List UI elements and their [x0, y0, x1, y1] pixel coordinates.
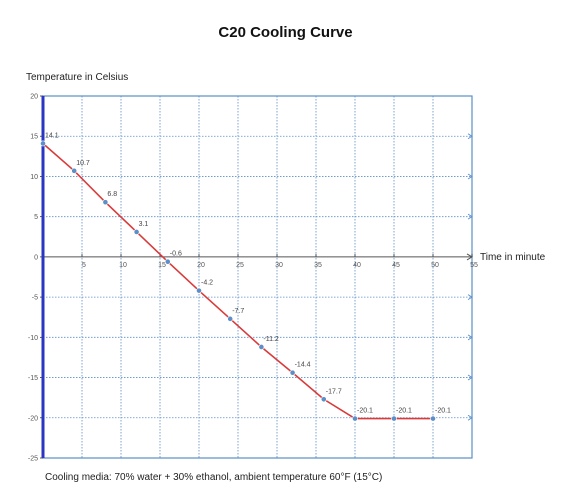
x-tick-label: 20	[197, 262, 205, 269]
x-axis-arrow-icon	[466, 253, 473, 261]
data-label: 10.7	[76, 160, 90, 167]
data-point	[352, 415, 358, 422]
x-tick-label: 25	[236, 262, 244, 269]
data-point	[164, 258, 171, 265]
data-label: -14.4	[295, 362, 311, 369]
chart-title: C20 Cooling Curve	[218, 24, 353, 41]
gridline-arrow-icon	[467, 133, 473, 140]
data-label: -20.1	[396, 408, 412, 415]
gridline-arrow-icon	[467, 213, 473, 220]
data-point	[227, 315, 234, 322]
y-tick-label: -10	[28, 335, 38, 342]
x-tick-label: 45	[392, 262, 400, 269]
data-label: 6.8	[107, 191, 117, 198]
data-label: -17.7	[326, 388, 342, 395]
y-tick-label: 10	[30, 174, 38, 181]
data-point	[289, 369, 296, 376]
data-point	[320, 396, 327, 403]
y-tick-label: 20	[30, 94, 38, 101]
data-label: -0.6	[170, 251, 182, 258]
x-axis-label: Time in minute	[480, 252, 546, 263]
data-label: 14.1	[45, 132, 59, 139]
x-tick-label: 55	[470, 262, 478, 269]
x-tick-label: 10	[119, 262, 127, 269]
y-tick-label: -5	[32, 295, 38, 302]
y-tick-label: 15	[30, 134, 38, 141]
x-tick-label: 5	[82, 262, 86, 269]
x-tick-label: 35	[314, 262, 322, 269]
data-label: -7.7	[232, 308, 244, 315]
plot-frame	[42, 95, 473, 459]
x-tick-label: 15	[158, 262, 166, 269]
data-point	[40, 140, 46, 147]
y-axis-label: Temperature in Celsius	[26, 72, 129, 83]
chart-caption: Cooling media: 70% water + 30% ethanol, …	[45, 472, 383, 483]
y-tick-label: -20	[28, 415, 38, 422]
data-label: 3.1	[139, 221, 149, 228]
data-point	[102, 199, 109, 206]
gridline-arrow-icon	[467, 334, 473, 341]
y-tick-label: 0	[34, 254, 38, 261]
data-point	[258, 344, 265, 350]
gridline-arrow-icon	[467, 294, 473, 300]
data-point	[133, 229, 140, 235]
data-point	[196, 287, 202, 294]
x-tick-label: 30	[275, 262, 283, 269]
data-label: -11.2	[263, 336, 279, 343]
data-point	[71, 167, 78, 174]
y-tick-label: -15	[28, 375, 38, 382]
y-tick-label: 5	[34, 214, 38, 221]
data-label: -4.2	[201, 280, 213, 287]
y-tick-label: -25	[28, 456, 38, 463]
gridline-arrow-icon	[467, 173, 473, 180]
x-tick-label: 50	[431, 262, 439, 269]
data-point	[430, 415, 436, 422]
gridline-arrow-icon	[467, 414, 473, 421]
x-tick-label: 40	[353, 262, 361, 269]
gridline-arrow-icon	[467, 374, 473, 381]
data-label: -20.1	[435, 408, 451, 415]
data-label: -20.1	[357, 408, 373, 415]
data-point	[391, 415, 397, 422]
